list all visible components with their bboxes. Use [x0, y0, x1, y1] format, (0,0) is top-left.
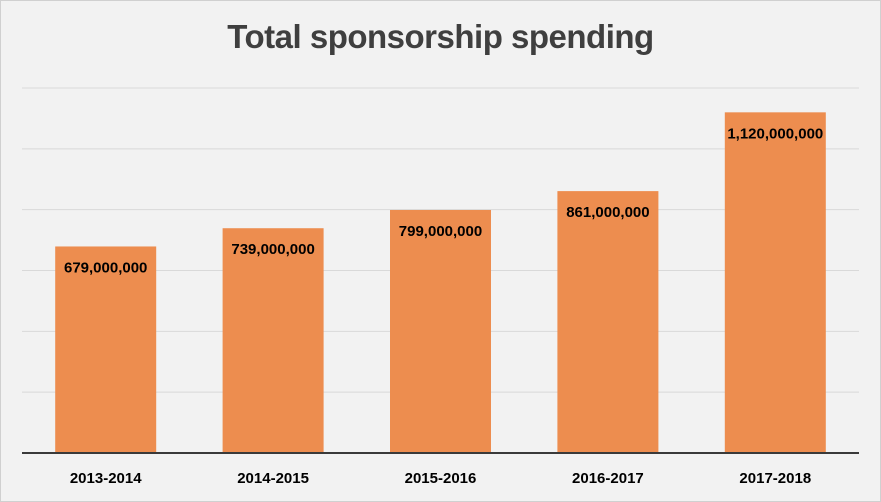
bars — [55, 112, 826, 454]
data-label: 861,000,000 — [566, 204, 649, 221]
data-labels: 679,000,000 739,000,000 799,000,000 861,000… — [64, 125, 823, 276]
data-label: 679,000,000 — [64, 259, 147, 276]
chart-title: Total sponsorship spending — [227, 18, 654, 55]
bar — [390, 209, 491, 453]
bar — [55, 246, 157, 453]
bar — [222, 228, 324, 453]
x-tick-label: 2014-2015 — [237, 470, 309, 487]
x-tick-label: 2013-2014 — [70, 470, 142, 487]
x-tick-label: 2015-2016 — [405, 470, 477, 487]
data-label: 799,000,000 — [399, 223, 482, 240]
bar — [724, 112, 826, 453]
bar — [557, 191, 659, 454]
x-tick-labels: 2013-2014 2014-2015 2015-2016 2016-2017 2017… — [70, 470, 811, 487]
x-tick-label: 2017-2018 — [739, 470, 811, 487]
x-tick-label: 2016-2017 — [572, 470, 644, 487]
data-label: 1,120,000,000 — [727, 125, 823, 142]
data-label: 739,000,000 — [231, 241, 314, 258]
